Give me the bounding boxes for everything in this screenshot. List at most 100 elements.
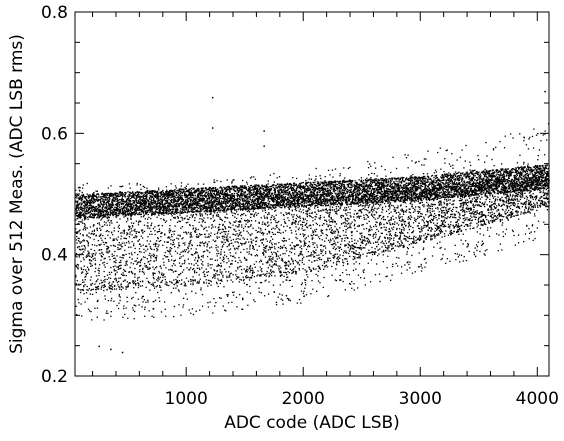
data-point <box>253 208 255 211</box>
data-point <box>222 245 224 247</box>
data-point <box>181 283 183 285</box>
data-point <box>155 211 158 214</box>
data-point <box>259 186 262 188</box>
data-point <box>197 264 199 267</box>
data-point <box>182 306 184 308</box>
data-point <box>236 247 238 249</box>
data-point <box>136 184 138 186</box>
data-point <box>87 245 89 247</box>
data-point <box>190 239 192 242</box>
data-point <box>192 228 194 230</box>
data-point <box>222 196 224 198</box>
data-point <box>245 200 247 202</box>
data-point <box>99 249 101 251</box>
data-point <box>262 185 264 188</box>
data-point <box>218 193 220 195</box>
data-point <box>227 257 229 260</box>
data-point <box>130 228 132 230</box>
data-point <box>151 190 153 192</box>
data-point <box>75 283 77 285</box>
data-point <box>246 210 248 213</box>
data-point <box>248 219 250 222</box>
data-point <box>93 233 96 235</box>
data-point <box>247 221 249 223</box>
data-point <box>261 204 264 206</box>
data-point <box>238 276 240 278</box>
data-point <box>244 204 246 206</box>
data-point <box>105 204 108 206</box>
data-point <box>82 235 84 237</box>
data-point <box>189 206 191 208</box>
data-point <box>176 285 178 287</box>
data-point <box>93 215 95 217</box>
data-point <box>197 282 200 284</box>
data-point <box>241 308 244 310</box>
data-point <box>132 272 134 275</box>
data-point <box>103 279 105 282</box>
data-point <box>78 197 80 199</box>
data-point <box>115 206 117 209</box>
data-point <box>94 244 96 246</box>
data-point <box>159 191 161 194</box>
data-point <box>216 270 218 273</box>
data-point <box>105 206 107 209</box>
data-point <box>156 216 158 218</box>
data-point <box>255 207 257 209</box>
data-point <box>249 285 251 288</box>
data-point <box>260 194 263 196</box>
data-point <box>218 204 220 206</box>
data-point <box>235 220 237 222</box>
data-point <box>154 256 157 259</box>
data-point <box>224 254 226 256</box>
data-point <box>219 228 221 231</box>
data-point <box>264 211 267 214</box>
data-point <box>84 225 86 228</box>
data-point <box>142 210 145 212</box>
data-point <box>175 270 177 272</box>
data-point <box>110 297 113 300</box>
data-point <box>202 195 204 197</box>
data-point <box>175 200 177 202</box>
data-point <box>83 268 85 271</box>
data-point <box>240 213 243 216</box>
data-point <box>217 227 219 229</box>
data-point <box>176 207 178 210</box>
data-point <box>142 200 144 202</box>
data-point <box>134 208 137 210</box>
data-point <box>240 192 242 194</box>
data-point <box>95 195 97 197</box>
data-point <box>83 202 85 204</box>
data-point <box>107 312 109 315</box>
data-point <box>254 186 256 188</box>
data-point <box>218 279 220 282</box>
data-point <box>209 247 211 249</box>
data-point <box>143 202 146 205</box>
data-point <box>97 212 99 214</box>
data-point <box>107 219 110 221</box>
data-point <box>154 230 156 232</box>
data-point <box>249 269 252 271</box>
data-point <box>266 186 268 188</box>
data-point <box>250 213 252 216</box>
data-point <box>137 261 139 263</box>
data-point <box>115 198 117 201</box>
data-point <box>221 192 223 194</box>
data-point <box>134 194 136 196</box>
data-point <box>236 186 238 188</box>
data-point <box>236 211 238 213</box>
data-point <box>200 194 202 196</box>
data-point <box>249 267 251 270</box>
data-point <box>245 223 247 225</box>
data-point <box>89 258 91 261</box>
data-point <box>259 187 261 190</box>
data-point <box>208 241 210 243</box>
data-point <box>261 207 264 209</box>
data-point <box>127 203 129 205</box>
data-point <box>168 251 171 253</box>
data-point <box>150 230 152 233</box>
data-point <box>141 210 143 213</box>
data-point <box>165 186 168 188</box>
data-point <box>90 207 92 209</box>
data-point <box>195 262 197 265</box>
data-point <box>144 197 147 200</box>
